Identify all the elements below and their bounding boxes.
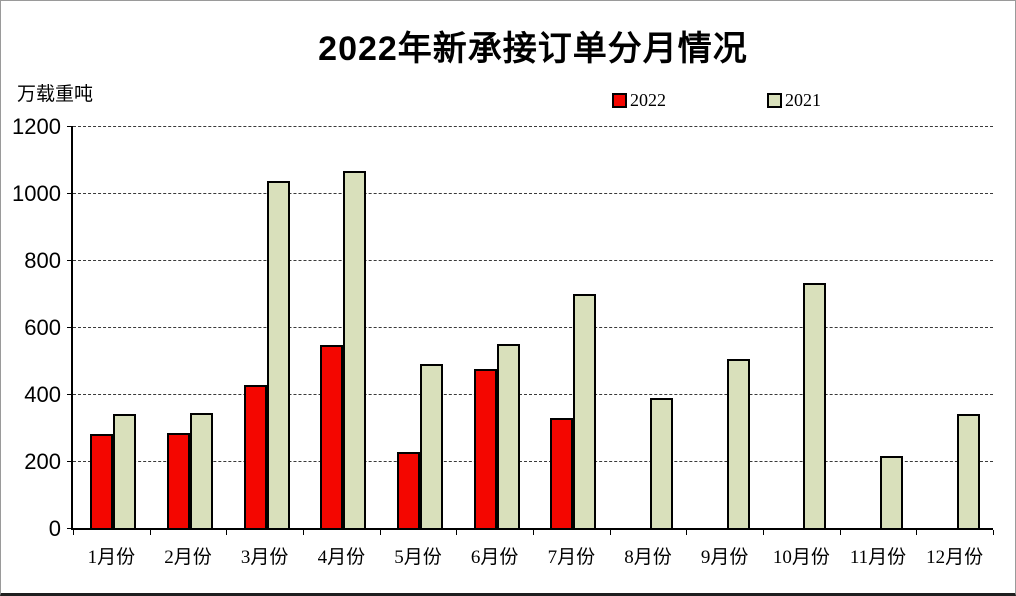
x-tick-10 — [839, 530, 841, 535]
bar-2022-1月份 — [90, 434, 114, 530]
x-tick-2 — [226, 530, 228, 535]
gridline-1200 — [73, 125, 993, 127]
x-label-9月份: 9月份 — [700, 547, 749, 568]
bar-2021-12月份 — [956, 413, 980, 530]
bar-2021-4月份 — [343, 170, 367, 530]
bar-2022-7月份 — [550, 418, 574, 530]
y-tick-label-1000: 1000 — [12, 181, 61, 206]
legend-swatch-2022-icon — [612, 92, 627, 108]
y-tick-800 — [67, 259, 73, 261]
gridline-800 — [73, 259, 993, 261]
x-label-5月份: 5月份 — [394, 547, 442, 568]
chart-title: 2022年新承接订单分月情况 — [318, 30, 748, 68]
bar-2022-6月份 — [473, 368, 497, 530]
y-tick-600 — [67, 326, 73, 328]
x-tick-3 — [303, 530, 304, 535]
y-tick-0 — [67, 527, 73, 529]
x-label-3月份: 3月份 — [240, 547, 289, 568]
y-tick-label-400: 400 — [24, 382, 61, 407]
x-tick-11 — [916, 530, 918, 535]
x-tick-6 — [533, 530, 534, 535]
x-tick-0 — [73, 530, 74, 535]
bar-2022-4月份 — [320, 345, 344, 530]
y-tick-200 — [67, 460, 73, 462]
bar-2021-6月份 — [496, 343, 520, 530]
bar-2021-2月份 — [190, 413, 213, 530]
bar-2021-7月份 — [573, 294, 597, 530]
y-tick-label-0: 0 — [48, 516, 61, 541]
bar-2021-3月份 — [266, 180, 290, 530]
bar-2022-2月份 — [167, 433, 190, 530]
y-tick-label-600: 600 — [24, 315, 61, 340]
bar-2022-3月份 — [243, 384, 267, 530]
bar-2021-9月份 — [726, 359, 750, 530]
x-tick-9 — [763, 530, 764, 535]
x-tick-1 — [149, 530, 151, 535]
x-label-10月份: 10月份 — [772, 547, 830, 568]
legend-label-2021: 2021 — [785, 89, 821, 110]
x-label-11月份: 11月份 — [849, 547, 907, 568]
gridline-1000 — [73, 192, 993, 194]
x-label-4月份: 4月份 — [317, 547, 366, 568]
legend-label-2022: 2022 — [630, 89, 666, 110]
y-tick-400 — [67, 393, 73, 395]
x-tick-7 — [609, 530, 611, 535]
bar-2021-1月份 — [113, 414, 137, 530]
y-tick-1000 — [67, 192, 73, 194]
y-tick-label-1200: 1200 — [12, 114, 61, 139]
x-label-2月份: 2月份 — [164, 547, 212, 568]
gridline-400 — [73, 393, 993, 395]
x-label-6月份: 6月份 — [470, 547, 519, 568]
x-tick-12 — [993, 530, 994, 535]
x-tick-4 — [379, 530, 381, 535]
legend-item-2021: 2021 — [767, 89, 821, 110]
x-label-8月份: 8月份 — [624, 547, 672, 568]
gridline-600 — [73, 326, 993, 328]
legend-swatch-2021-icon — [767, 92, 782, 108]
y-tick-1200 — [67, 125, 73, 127]
x-tick-8 — [686, 530, 688, 535]
bar-2021-8月份 — [650, 397, 673, 530]
bar-2021-10月份 — [803, 283, 827, 530]
y-tick-label-200: 200 — [24, 449, 61, 474]
x-axis-line — [71, 528, 993, 530]
y-axis-unit-label: 万载重吨 — [17, 84, 94, 105]
legend-item-2022: 2022 — [612, 89, 666, 110]
x-label-12月份: 12月份 — [926, 547, 984, 568]
x-tick-5 — [456, 530, 458, 535]
bar-2021-5月份 — [420, 364, 443, 530]
y-axis-line — [71, 126, 73, 530]
bar-2022-5月份 — [397, 451, 420, 530]
x-label-7月份: 7月份 — [547, 547, 596, 568]
bar-2021-11月份 — [880, 455, 903, 530]
y-tick-label-800: 800 — [24, 248, 61, 273]
x-label-1月份: 1月份 — [87, 547, 136, 568]
gridline-200 — [73, 460, 993, 462]
